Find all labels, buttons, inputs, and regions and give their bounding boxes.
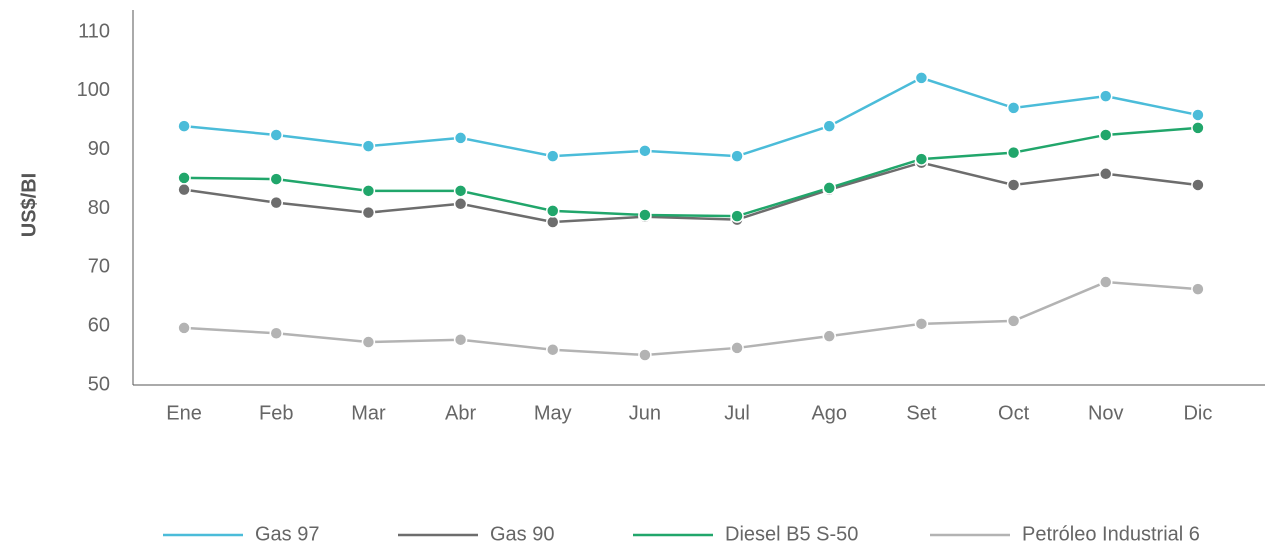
point — [914, 71, 929, 85]
point — [730, 209, 744, 223]
x-tick-label: Dic — [1183, 402, 1212, 424]
x-tick-label: Mar — [351, 402, 386, 424]
series-line — [183, 161, 1199, 224]
y-tick-label: 70 — [88, 256, 110, 278]
point — [1191, 108, 1205, 122]
x-tick-label: Jul — [724, 402, 750, 424]
x-tick-label: Set — [906, 402, 936, 424]
point — [453, 131, 468, 145]
series-line — [183, 76, 1199, 158]
legend-label: Petróleo Industrial 6 — [1022, 523, 1200, 545]
point — [822, 119, 836, 133]
point — [822, 329, 836, 343]
point — [361, 205, 376, 220]
point — [1099, 128, 1113, 142]
point — [546, 149, 560, 163]
point — [269, 326, 283, 340]
point — [177, 182, 191, 197]
series-line — [184, 280, 1199, 357]
point — [1191, 282, 1205, 296]
point — [730, 149, 744, 163]
x-tick-label: Abr — [445, 402, 476, 424]
point — [453, 197, 468, 211]
point — [1099, 167, 1113, 181]
x-tick-label: Oct — [998, 402, 1030, 424]
point — [1006, 101, 1021, 115]
legend-label: Gas 97 — [255, 523, 319, 545]
point — [546, 342, 560, 357]
legend-label: Gas 90 — [490, 523, 554, 545]
series-line — [184, 126, 1199, 218]
y-tick-label: 90 — [88, 138, 110, 160]
point — [361, 335, 376, 349]
y-tick-label: 50 — [88, 373, 110, 395]
y-tick-label: 100 — [77, 79, 110, 101]
point — [822, 181, 836, 195]
point — [453, 184, 468, 198]
point — [638, 144, 652, 158]
y-tick-label: 80 — [88, 197, 110, 219]
point — [1006, 314, 1021, 328]
y-tick-label: 110 — [78, 20, 110, 42]
x-tick-label: Nov — [1088, 402, 1124, 424]
point — [453, 332, 468, 347]
point — [546, 204, 560, 218]
point — [177, 171, 191, 185]
point — [1006, 178, 1021, 192]
point — [269, 128, 283, 142]
point — [1006, 145, 1021, 160]
legend-label: Diesel B5 S-50 — [725, 523, 858, 545]
x-tick-label: Feb — [259, 402, 293, 424]
x-tick-label: Ago — [811, 402, 847, 424]
point — [177, 321, 191, 335]
point — [1099, 89, 1113, 103]
point — [361, 184, 376, 198]
point — [1191, 121, 1205, 135]
x-tick-label: Ene — [166, 402, 202, 424]
point — [269, 195, 283, 210]
point — [730, 341, 744, 355]
point — [638, 208, 652, 222]
point — [914, 152, 929, 166]
point — [914, 317, 929, 331]
x-tick-label: May — [534, 402, 572, 424]
point — [546, 215, 560, 229]
point — [1191, 178, 1205, 192]
point — [1099, 275, 1113, 289]
point — [269, 172, 283, 186]
point — [177, 119, 191, 133]
y-axis-label: US$/BI — [18, 173, 40, 237]
y-tick-label: 60 — [88, 314, 110, 336]
point — [638, 348, 652, 362]
x-tick-label: Jun — [629, 402, 661, 424]
point — [361, 139, 376, 153]
